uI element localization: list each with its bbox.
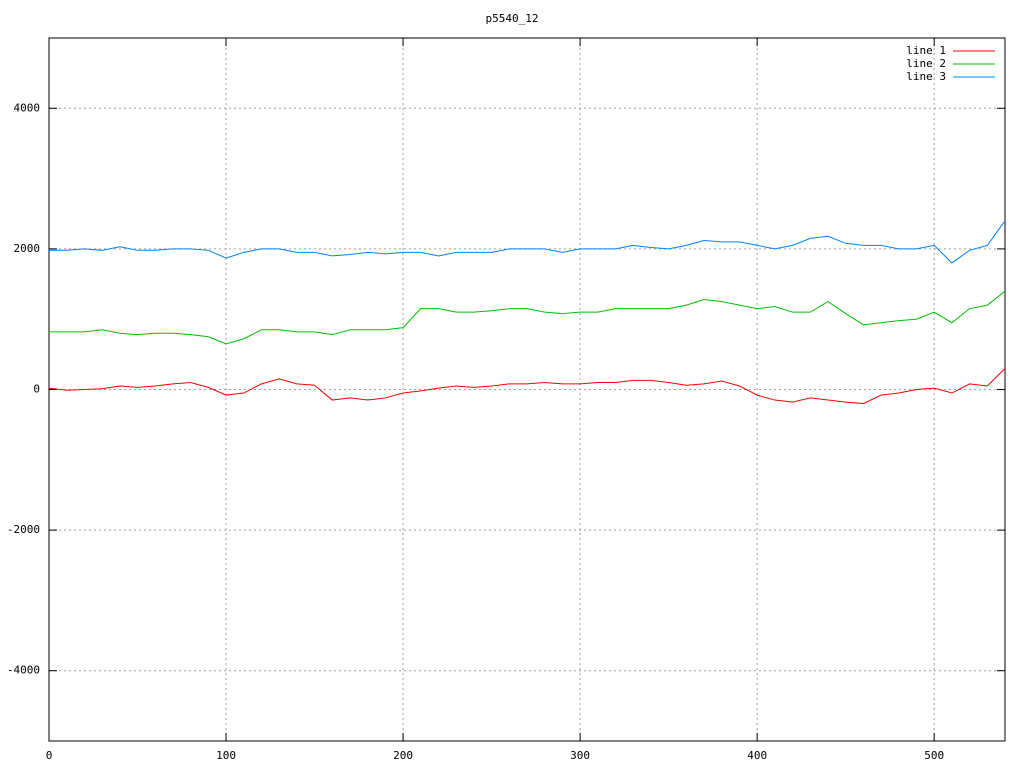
y-tick-label: -4000: [7, 664, 40, 677]
legend-label: line 2: [906, 57, 946, 70]
chart-title: p5540_12: [486, 12, 539, 25]
x-tick-label: 100: [216, 749, 236, 762]
x-tick-label: 500: [924, 749, 944, 762]
x-tick-label: 200: [393, 749, 413, 762]
data-line: [49, 290, 1006, 345]
data-line: [49, 220, 1006, 264]
legend-label: line 3: [906, 70, 946, 83]
x-tick-label: 300: [570, 749, 590, 762]
y-tick-label: 2000: [14, 242, 41, 255]
plot-frame: [48, 37, 1006, 742]
legend-label: line 1: [906, 44, 946, 57]
x-tick-label: 400: [747, 749, 767, 762]
y-tick-label: 4000: [14, 101, 41, 114]
x-tick-label: 0: [46, 749, 53, 762]
y-tick-label: 0: [33, 383, 40, 396]
data-line: [48, 368, 1006, 405]
y-tick-label: -2000: [7, 523, 40, 536]
